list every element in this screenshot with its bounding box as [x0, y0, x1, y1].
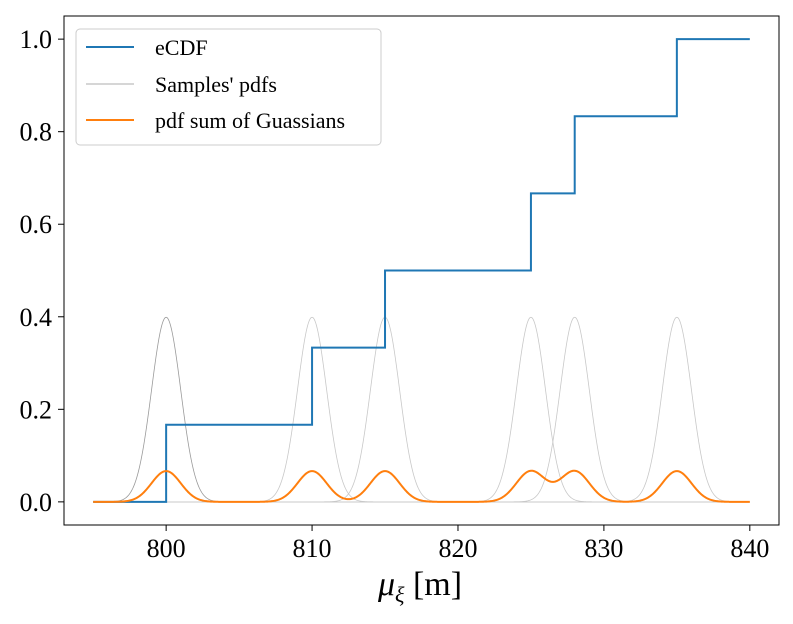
x-tick-label: 800: [147, 534, 186, 563]
axes-frame: [63, 15, 780, 526]
y-tick-label: 0.2: [20, 395, 53, 424]
x-axis-label-gap: [404, 566, 413, 603]
y-tick-label: 1.0: [20, 25, 53, 54]
x-tick-label: 810: [293, 534, 332, 563]
sample-pdf-line: [93, 316, 750, 503]
legend-label-ecdf: eCDF: [155, 35, 208, 60]
sample-pdf-line: [93, 316, 750, 503]
legend-box: [75, 28, 382, 146]
x-tick-label: 840: [730, 534, 769, 563]
x-axis-label: μξ [m]: [377, 566, 462, 607]
legend-label-pdf-sum: pdf sum of Guassians: [155, 108, 345, 133]
x-axis-label-subscript: ξ: [395, 582, 405, 607]
sample-pdf-line: [93, 316, 750, 503]
y-tick-label: 0.0: [20, 488, 53, 517]
legend: eCDF Samples' pdfs pdf sum of Guassians: [75, 28, 382, 146]
sample-pdf-line: [93, 316, 750, 503]
axes: 800 810 820 830 840 0.0 0.2 0.4 0.6 0.8 1.0: [20, 15, 780, 563]
plot-area: [93, 38, 750, 503]
sample-pdf-line: [93, 316, 750, 503]
y-tick-label: 0.4: [20, 303, 53, 332]
y-tick-label: 0.8: [20, 118, 53, 147]
x-tick-label: 820: [438, 534, 477, 563]
legend-label-samples-pdfs: Samples' pdfs: [155, 72, 277, 97]
x-axis-label-symbol: μ: [377, 566, 395, 603]
ecdf-line: [93, 38, 750, 503]
x-tick-label: 830: [584, 534, 623, 563]
sample-pdf-line: [93, 316, 750, 503]
y-tick-label: 0.6: [20, 210, 53, 239]
x-axis-label-unit: [m]: [413, 566, 462, 603]
pdf-sum-line: [93, 469, 750, 503]
